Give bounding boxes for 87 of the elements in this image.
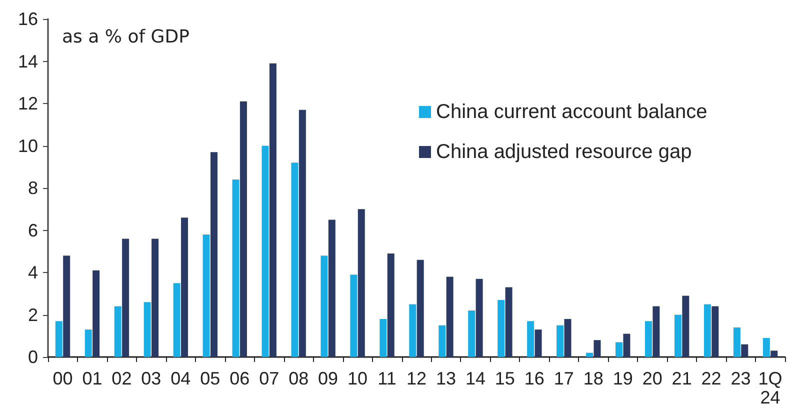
x-tick-label: 07 <box>259 368 280 388</box>
bar <box>92 270 100 357</box>
x-tick-label: 14 <box>465 368 486 388</box>
y-tick-label: 6 <box>28 220 38 240</box>
x-tick-label: 02 <box>112 368 132 388</box>
x-tick-label: 22 <box>701 368 722 388</box>
bar <box>358 209 365 357</box>
bar <box>122 238 130 357</box>
bar <box>674 314 682 357</box>
bar <box>564 318 572 357</box>
bar <box>298 110 306 357</box>
bar <box>328 220 336 357</box>
bar <box>144 302 151 357</box>
bar <box>409 304 416 357</box>
y-tick-label: 8 <box>28 178 38 198</box>
y-tick-label: 14 <box>18 51 38 72</box>
bar <box>438 325 446 357</box>
bar <box>527 321 534 357</box>
x-tick-label: 08 <box>288 368 309 388</box>
y-tick-label: 0 <box>28 347 38 367</box>
bar <box>770 350 778 357</box>
x-tick-label: 10 <box>348 368 368 388</box>
legend-label: China adjusted resource gap <box>436 141 692 163</box>
x-tick-label: 00 <box>52 368 73 388</box>
bar <box>232 180 240 357</box>
bar <box>505 287 512 357</box>
bar <box>55 321 62 357</box>
x-tick-label: 01 <box>82 368 102 388</box>
x-tick-label: 12 <box>406 368 427 388</box>
x-tick-label: 05 <box>200 368 220 388</box>
y-axis-title: as a % of GDP <box>62 26 190 48</box>
bar <box>498 300 505 357</box>
x-tick-label: 04 <box>170 368 191 388</box>
x-tick-label: 17 <box>554 368 574 388</box>
y-tick-label: 12 <box>18 94 38 114</box>
bar <box>446 276 454 357</box>
bar <box>682 296 690 357</box>
bar <box>202 234 210 357</box>
bar <box>704 304 711 357</box>
y-tick-label: 2 <box>28 304 38 325</box>
bar <box>556 325 564 357</box>
bar <box>240 101 247 357</box>
y-tick-label: 16 <box>18 9 38 29</box>
bar <box>380 318 387 357</box>
bar <box>616 342 623 357</box>
bar <box>594 340 601 357</box>
bar <box>733 327 740 357</box>
x-tick-label: 16 <box>524 368 544 388</box>
bar <box>114 306 122 357</box>
bar <box>350 274 358 357</box>
x-tick-label: 03 <box>141 368 162 388</box>
bar <box>262 146 269 357</box>
bar <box>762 338 770 357</box>
bar <box>652 306 660 357</box>
bar <box>181 218 188 357</box>
bar <box>269 63 276 357</box>
bar <box>320 256 328 357</box>
bar <box>152 238 159 357</box>
bar <box>712 306 719 357</box>
y-tick-label: 4 <box>28 262 38 282</box>
bar <box>741 344 748 357</box>
bar <box>476 278 483 357</box>
x-tick-label: 20 <box>642 368 662 388</box>
bar <box>468 310 476 357</box>
bar <box>534 330 542 357</box>
bar <box>416 260 424 357</box>
bar <box>623 334 630 357</box>
x-tick-label: 11 <box>378 368 396 388</box>
y-tick-label: 10 <box>18 136 38 156</box>
x-tick-label: 06 <box>230 368 250 388</box>
bar <box>173 283 180 357</box>
bar <box>644 321 652 357</box>
bar <box>387 253 394 357</box>
bar <box>586 352 594 357</box>
x-tick-label: 23 <box>730 368 751 388</box>
x-tick-label: 18 <box>583 368 604 388</box>
x-tick-label: 19 <box>612 368 633 388</box>
x-tick-label: 21 <box>672 368 692 388</box>
bar <box>63 256 70 357</box>
x-tick-label: 13 <box>436 368 456 388</box>
bar <box>84 330 92 357</box>
x-tick-label: 09 <box>318 368 338 388</box>
bar <box>210 152 218 357</box>
legend-label: China current account balance <box>436 101 708 123</box>
x-tick-label: 1Q 24 <box>758 368 782 408</box>
x-tick-label: 15 <box>494 368 515 388</box>
bar <box>291 162 298 357</box>
